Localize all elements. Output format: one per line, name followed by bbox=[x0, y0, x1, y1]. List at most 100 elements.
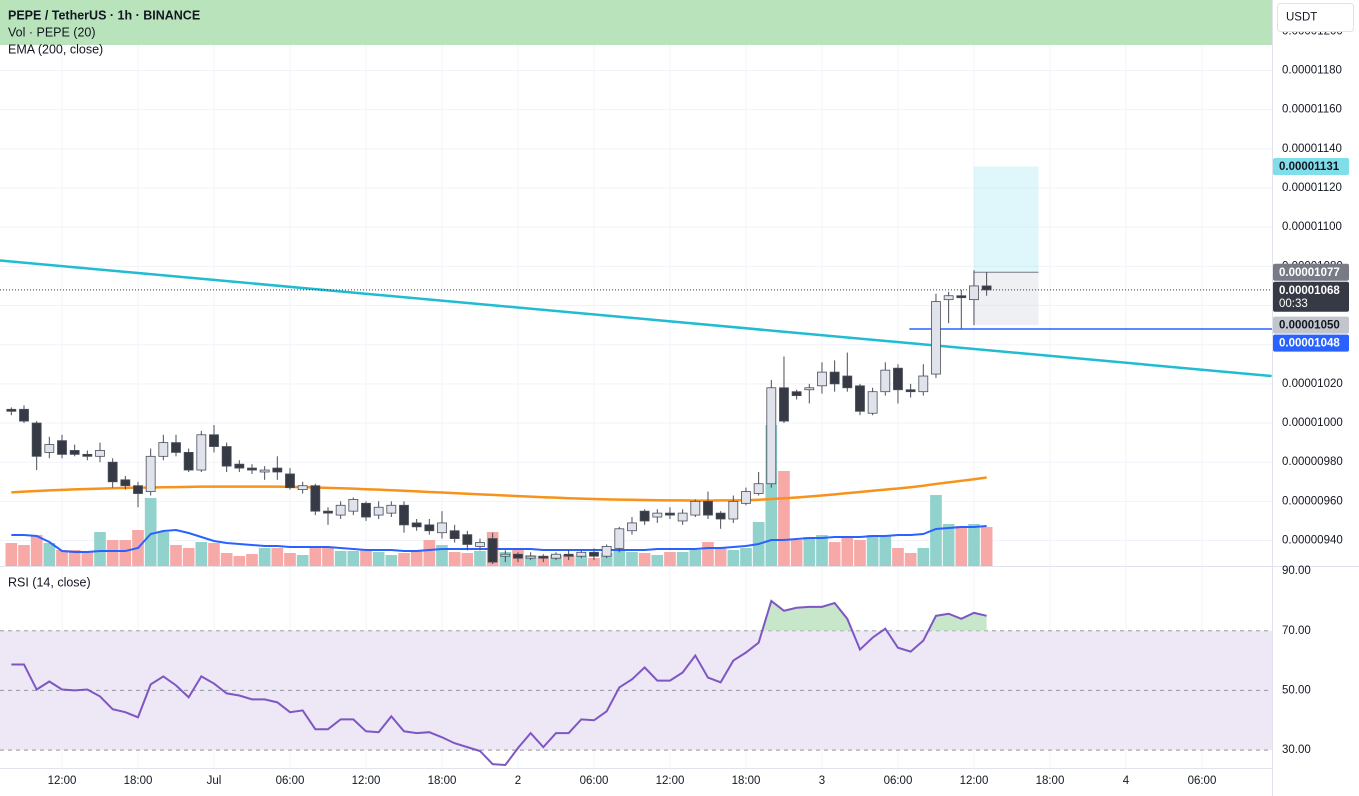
stop-zone bbox=[973, 272, 1039, 326]
trendline bbox=[0, 259, 1272, 378]
candle-body bbox=[766, 387, 777, 485]
candle-body bbox=[386, 504, 397, 514]
candle-body bbox=[373, 506, 384, 516]
target-zone bbox=[973, 166, 1039, 273]
candle-body bbox=[589, 551, 599, 557]
volume-bar bbox=[334, 551, 347, 566]
candle-body bbox=[272, 467, 283, 473]
candle-body bbox=[196, 434, 207, 471]
price-label-box bbox=[1273, 263, 1349, 281]
overlays bbox=[0, 166, 1272, 502]
candle-body bbox=[741, 491, 751, 504]
volume-bar bbox=[942, 524, 955, 566]
volume-bar bbox=[436, 545, 448, 566]
volume-bar bbox=[828, 542, 841, 566]
volume-bar bbox=[448, 552, 461, 566]
volume-bar bbox=[702, 542, 714, 566]
volume-bar bbox=[347, 551, 360, 566]
ema-legend: EMA (200, close) bbox=[8, 42, 103, 56]
x-tick-label: 12:00 bbox=[352, 775, 381, 787]
volume-bar bbox=[904, 553, 917, 566]
candle-body bbox=[234, 463, 245, 469]
candle-body bbox=[487, 538, 498, 563]
x-tick-label: 06:00 bbox=[276, 775, 305, 787]
volume-bar bbox=[258, 548, 271, 566]
candle-body bbox=[576, 551, 587, 557]
candle-body bbox=[513, 553, 523, 559]
volume-bar bbox=[778, 471, 790, 566]
volume-bar bbox=[360, 550, 372, 566]
price-label-box bbox=[1273, 334, 1349, 352]
price-label: 0.00001068 bbox=[1279, 285, 1340, 297]
candle-body bbox=[614, 528, 625, 549]
volume-bar bbox=[284, 553, 296, 566]
volume-bar bbox=[588, 558, 600, 566]
volume-bar bbox=[43, 543, 56, 566]
volume-bar bbox=[816, 535, 828, 566]
x-tick-label: 12:00 bbox=[48, 775, 77, 787]
candle-body bbox=[728, 500, 739, 520]
volume-bar bbox=[600, 553, 613, 566]
candle-body bbox=[335, 504, 346, 516]
candle-body bbox=[791, 391, 802, 397]
candle-body bbox=[703, 500, 713, 516]
price-label: 0.00001077 bbox=[1279, 267, 1340, 279]
candle-body bbox=[969, 285, 979, 301]
candle-body bbox=[867, 391, 878, 414]
rsi-tick-label: 50.00 bbox=[1282, 684, 1311, 696]
candle-body bbox=[348, 499, 359, 512]
candle-body bbox=[221, 446, 232, 467]
candle-body bbox=[145, 455, 156, 492]
header-highlight bbox=[0, 0, 1272, 45]
currency-box[interactable] bbox=[1277, 3, 1354, 32]
currency: USDT bbox=[1286, 12, 1317, 24]
y-tick-label: 0.00001100 bbox=[1282, 221, 1342, 233]
volume-bar bbox=[917, 548, 930, 566]
candle-body bbox=[310, 485, 321, 512]
volume-bar bbox=[664, 552, 676, 566]
candle-body bbox=[918, 375, 929, 393]
volume-bar bbox=[955, 526, 968, 566]
volume-bar bbox=[727, 550, 740, 566]
candle-body bbox=[601, 546, 612, 557]
candle-body bbox=[297, 485, 308, 491]
rsi-overbought-fill bbox=[11, 600, 987, 631]
y-tick-label: 0.00001000 bbox=[1282, 417, 1343, 429]
candle-body bbox=[627, 522, 637, 532]
volume-bar bbox=[879, 536, 892, 566]
volume-bar bbox=[195, 542, 208, 566]
candle-body bbox=[639, 510, 650, 522]
candle-body bbox=[893, 367, 903, 391]
volume-bar bbox=[18, 545, 30, 566]
volume-ma-line bbox=[11, 525, 987, 553]
volume-bar bbox=[5, 543, 18, 566]
candle-body bbox=[475, 542, 485, 547]
candle-body bbox=[69, 450, 80, 455]
volume-bar bbox=[372, 552, 385, 566]
volume-bar bbox=[550, 555, 562, 566]
candle-body bbox=[437, 522, 447, 534]
candle-body bbox=[95, 450, 105, 457]
volume-bar bbox=[144, 498, 157, 566]
volume-bar bbox=[714, 548, 727, 566]
volume-bar bbox=[271, 548, 284, 566]
candle-body bbox=[715, 512, 726, 520]
candle-body bbox=[44, 444, 55, 453]
x-tick-label: 06:00 bbox=[1188, 775, 1217, 787]
volume-bar bbox=[309, 547, 322, 566]
candle-body bbox=[449, 530, 460, 539]
candle-body bbox=[424, 524, 435, 532]
volume-bar bbox=[410, 550, 423, 566]
volume-bar bbox=[562, 555, 575, 566]
x-tick-label: 06:00 bbox=[580, 775, 609, 787]
volume-bar bbox=[790, 540, 803, 566]
x-tick-label: 18:00 bbox=[428, 775, 457, 787]
volume-bar bbox=[30, 535, 43, 566]
volume-bar bbox=[56, 550, 68, 566]
volume-bar bbox=[322, 547, 334, 566]
x-tick-label: 06:00 bbox=[884, 775, 913, 787]
rsi-tick-label: 30.00 bbox=[1282, 744, 1311, 756]
candle-body bbox=[880, 369, 891, 393]
